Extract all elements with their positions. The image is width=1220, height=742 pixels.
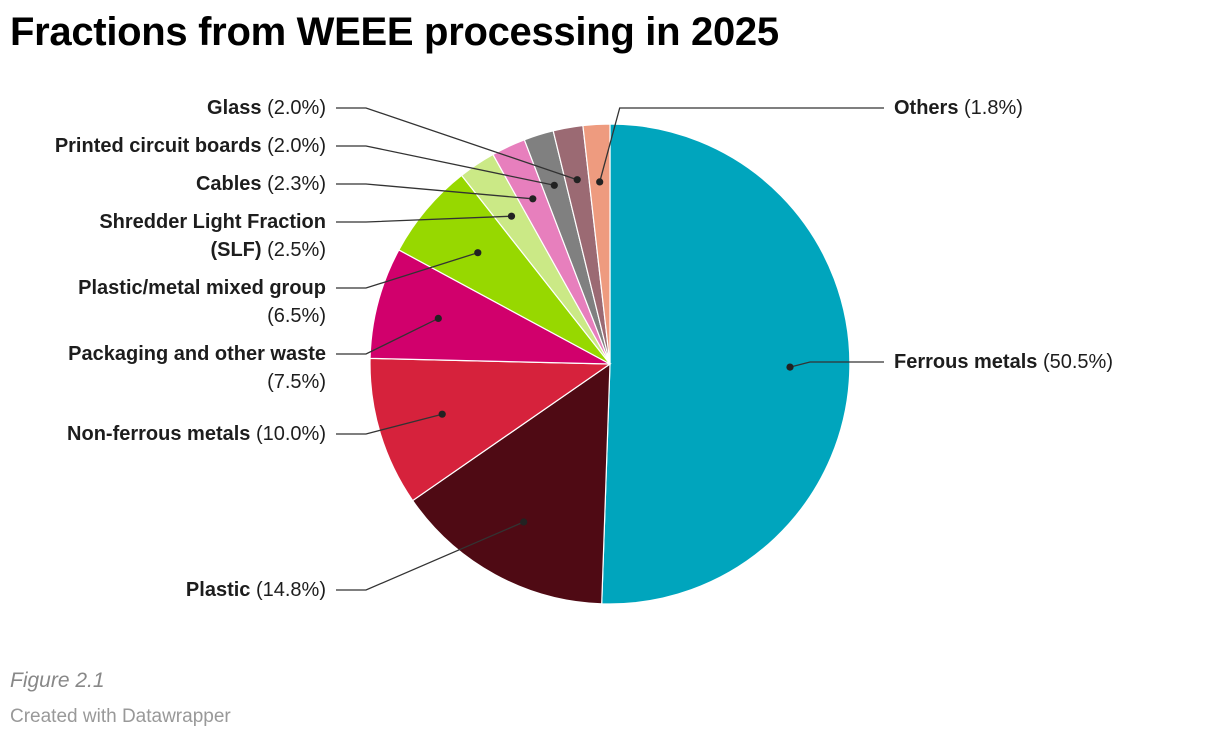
leader-line-plastic: [336, 521, 524, 591]
leader-dot-ferrous-metals: [786, 363, 794, 371]
leader-dot-non-ferrous-metals: [438, 410, 446, 418]
slice-label-plastic: Plastic (14.8%): [186, 579, 326, 601]
slice-label-cables: Cables (2.3%): [196, 173, 326, 195]
leader-dot-plastic-metal-mixed-group: [474, 249, 482, 257]
leader-dot-packaging-and-other-waste: [434, 314, 442, 322]
leader-line-printed-circuit-boards: [336, 145, 555, 186]
leader-line-packaging-and-other-waste: [336, 317, 439, 355]
slice-labels: Ferrous metals (50.5%) Plastic (14.8%) Non…: [55, 97, 1113, 601]
leader-lines: [336, 107, 884, 591]
leader-dot-plastic: [520, 518, 528, 526]
slice-label-others: Others (1.8%): [894, 97, 1023, 119]
chart-title: Fractions from WEEE processing in 2025: [10, 10, 779, 54]
slice-packaging-and-other-waste: [369, 249, 611, 365]
leader-line-plastic-metal-mixed-group: [336, 252, 478, 289]
leader-line-others: [599, 107, 884, 183]
slice-label-shredder-light-fraction-slf: Shredder Light Fraction (SLF) (2.5%): [99, 211, 326, 261]
leader-line-non-ferrous-metals: [336, 413, 443, 435]
leader-line-shredder-light-fraction-slf: [336, 215, 512, 223]
leader-line-cables: [336, 183, 533, 200]
figure-caption: Figure 2.1: [10, 669, 105, 692]
slice-label-packaging-and-other-waste: Packaging and other waste (7.5%): [68, 343, 326, 393]
slice-label-glass: Glass (2.0%): [207, 97, 326, 119]
slice-label-printed-circuit-boards: Printed circuit boards (2.0%): [55, 135, 326, 157]
pie-slices: [369, 123, 851, 605]
slice-non-ferrous-metals: [369, 357, 612, 502]
slice-label-ferrous-metals: Ferrous metals (50.5%): [894, 351, 1113, 373]
slice-ferrous-metals: [601, 123, 851, 605]
leader-line-ferrous-metals: [789, 361, 884, 368]
leader-dot-glass: [573, 176, 581, 184]
leader-dot-printed-circuit-boards: [550, 181, 558, 189]
leader-dot-cables: [529, 195, 537, 203]
source-note: Created with Datawrapper: [10, 706, 231, 727]
leader-dot-shredder-light-fraction-slf: [507, 212, 516, 220]
slice-label-plastic-metal-mixed-group: Plastic/metal mixed group (6.5%): [78, 277, 326, 327]
leader-line-glass: [336, 107, 578, 181]
leader-dot-others: [596, 178, 604, 186]
slice-label-non-ferrous-metals: Non-ferrous metals (10.0%): [67, 423, 326, 445]
slice-plastic: [411, 362, 611, 605]
slice-others: [582, 123, 611, 365]
